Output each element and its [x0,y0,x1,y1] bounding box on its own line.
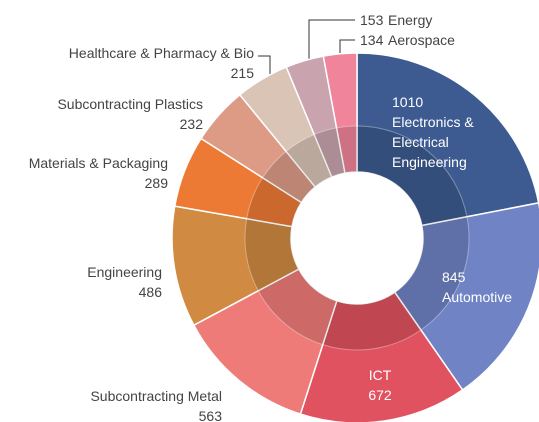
data-label: 289 [144,175,168,191]
data-label: 486 [138,284,162,300]
category-label: Aerospace [388,32,455,48]
data-label: 215 [230,65,254,81]
data-label: 153 [360,12,384,28]
data-label: 232 [179,116,203,132]
data-label: 134 [360,32,384,48]
data-label: 672 [368,387,392,403]
data-label: 1010 [392,94,424,110]
category-label: Subcontracting Metal [90,388,222,404]
category-label: Subcontracting Plastics [57,96,203,112]
leader-line [258,55,271,78]
category-label: Energy [388,12,433,28]
hole [291,172,423,304]
category-label: Engineering [87,264,162,280]
category-label: Automotive [442,289,513,305]
category-label: ICT [368,367,392,383]
category-label: Healthcare & Pharmacy & Bio [68,45,254,61]
data-label: 845 [442,269,466,285]
leader-line [339,39,355,58]
data-label: 563 [198,408,222,422]
category-label: Materials & Packaging [28,155,168,171]
leader-line [308,19,355,64]
category-label: Electronics & Electrical Engineering [392,114,474,170]
inner-band [257,268,338,346]
